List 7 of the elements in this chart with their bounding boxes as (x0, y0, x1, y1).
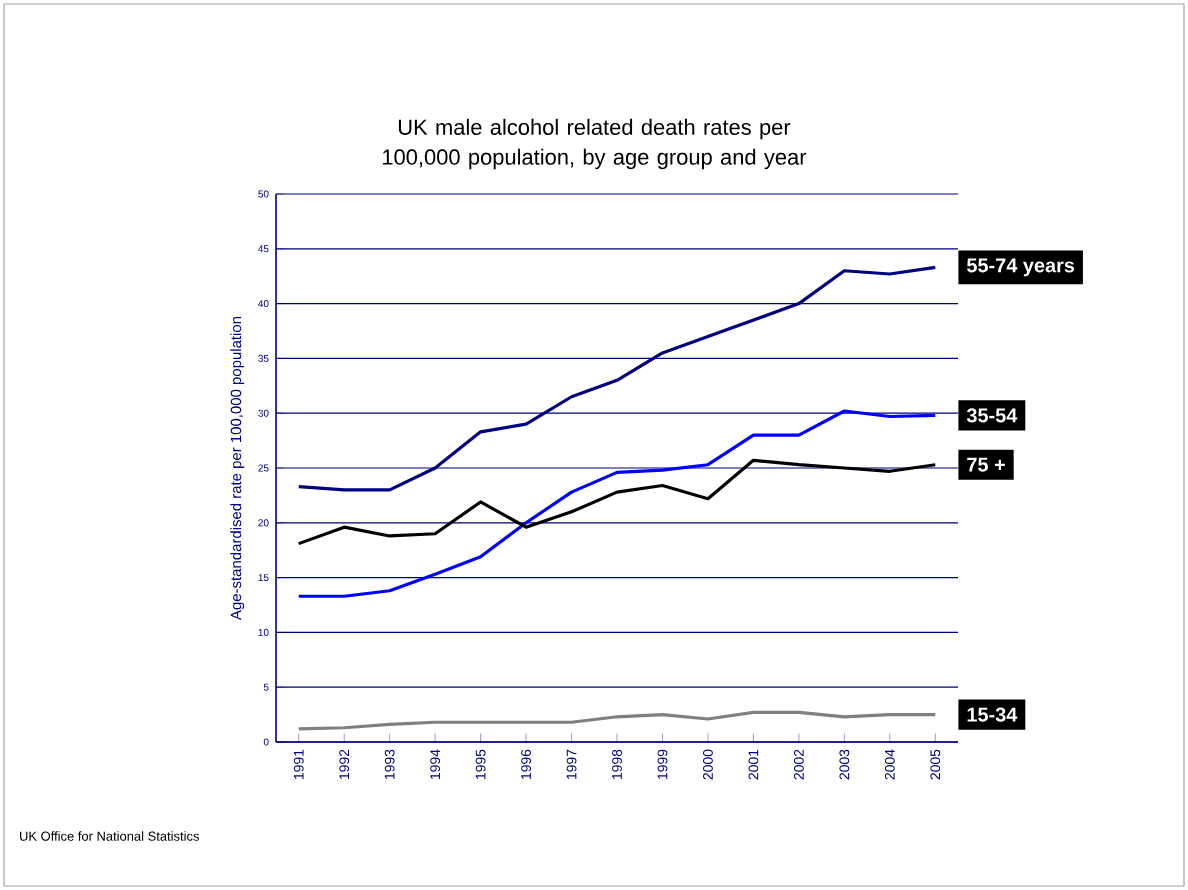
line-series (297, 458, 937, 546)
series-label: 75 + (967, 457, 1005, 472)
chart-title: UK male alcohol related death rates per 100,000 population, by age group and year (383, 118, 807, 170)
line-series (297, 409, 937, 598)
series-label: 35-54 (966, 408, 1018, 423)
series-label: 15-34 (967, 707, 1018, 722)
series-label: 55-74 years (967, 258, 1075, 277)
